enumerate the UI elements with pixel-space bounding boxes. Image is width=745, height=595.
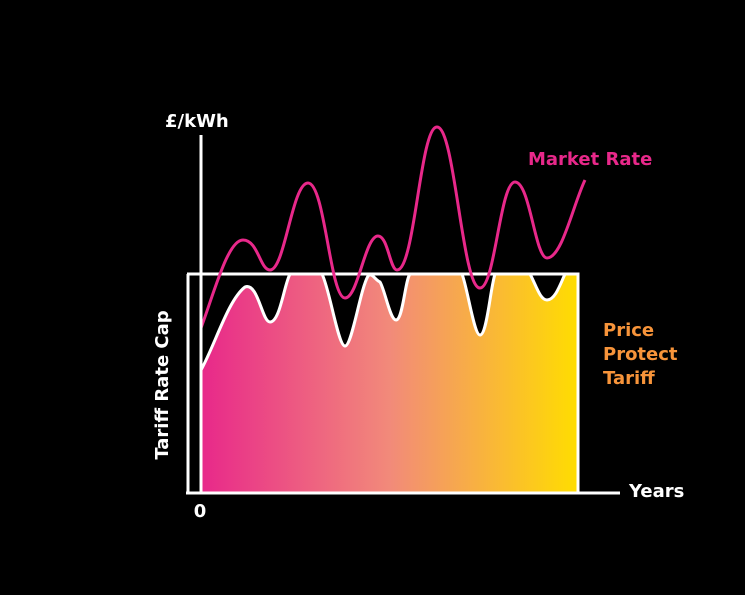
- tariff-label: Price: [603, 320, 654, 341]
- market-label: Market Rate: [528, 149, 652, 170]
- tariff-label: Tariff: [603, 368, 655, 389]
- y-axis-label: £/kWh: [165, 111, 229, 132]
- tariff-label: Protect: [603, 344, 678, 365]
- x-axis-label: Years: [628, 481, 684, 502]
- origin-label: 0: [194, 501, 207, 522]
- tariff-area: [199, 272, 580, 495]
- market-rate-line: [199, 125, 587, 329]
- cap-label: Tariff Rate Cap: [152, 310, 173, 459]
